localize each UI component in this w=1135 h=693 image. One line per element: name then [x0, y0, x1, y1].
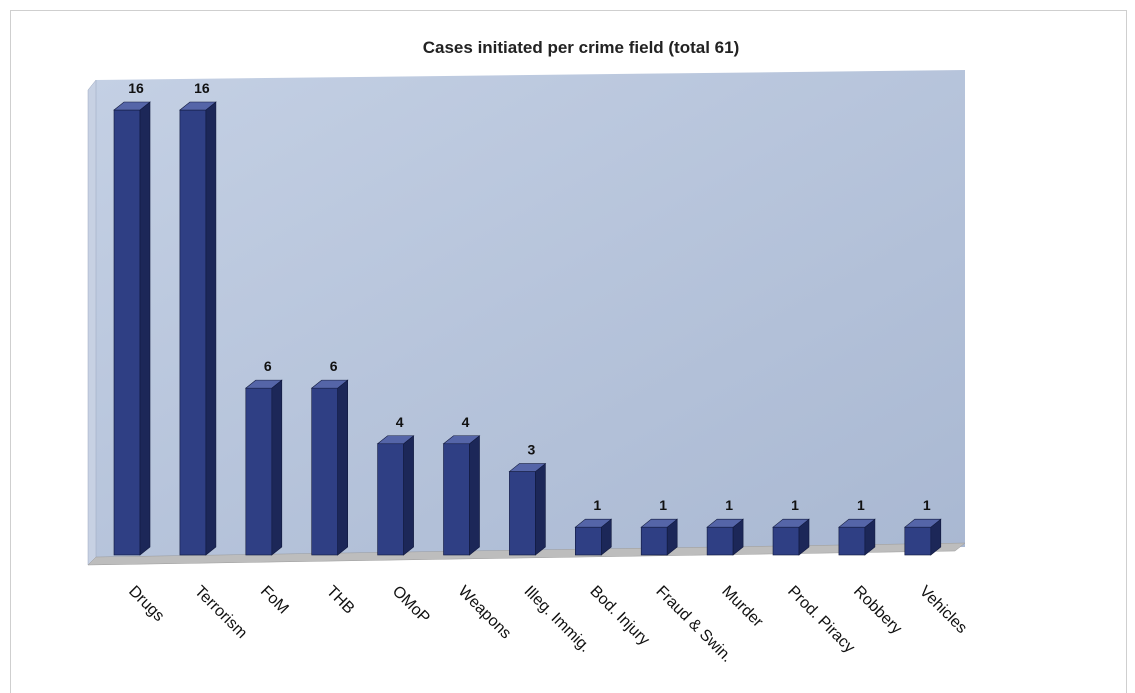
chart-title: Cases initiated per crime field (total 6… — [423, 38, 739, 57]
category-label: Prod. Piracy — [784, 583, 858, 657]
category-label: Bod. Injury — [586, 583, 652, 649]
category-label: Terrorism — [191, 583, 250, 642]
bar-front — [377, 443, 404, 556]
side-wall — [87, 79, 97, 566]
category-label: Drugs — [125, 583, 167, 625]
value-label: 16 — [194, 80, 210, 96]
value-label: 3 — [528, 442, 536, 458]
bars — [113, 101, 942, 556]
bar — [772, 518, 810, 556]
bar-top — [903, 518, 942, 528]
bar-front — [574, 526, 602, 556]
bar — [508, 462, 547, 556]
bar-side — [271, 379, 283, 556]
value-label: 1 — [923, 497, 931, 513]
bar-side — [337, 379, 349, 556]
bar-front — [838, 526, 866, 556]
bar-front — [245, 387, 273, 556]
bar-side — [469, 435, 480, 556]
category-label: Illeg. Immig. — [521, 583, 594, 656]
value-label: 1 — [857, 497, 865, 513]
bar-top — [113, 101, 151, 111]
category-label: OMoP — [389, 583, 433, 627]
bar — [640, 518, 679, 556]
value-label: 6 — [264, 358, 272, 374]
bar — [113, 101, 151, 556]
value-label: 6 — [330, 358, 338, 374]
bar-top — [706, 518, 744, 528]
bar-top — [508, 463, 547, 472]
value-label: 4 — [396, 414, 404, 430]
value-label: 16 — [128, 80, 144, 96]
value-labels: 16 16 6 6 4 4 3 1 1 1 1 1 1 — [128, 80, 931, 513]
bar-front — [706, 526, 734, 556]
bar-front — [772, 526, 800, 556]
bar — [706, 518, 744, 556]
bar-front — [113, 109, 141, 556]
bar — [838, 518, 876, 556]
bar-front — [443, 443, 470, 556]
bar-top — [442, 435, 481, 445]
bar — [376, 435, 415, 556]
category-label: Robbery — [850, 583, 905, 638]
chart-frame — [10, 10, 1127, 693]
category-label: Murder — [718, 583, 766, 631]
bar-top — [640, 518, 679, 528]
bar-top — [244, 379, 283, 389]
value-label: 1 — [791, 497, 799, 513]
bar-side — [403, 435, 414, 556]
bar-top — [574, 518, 613, 528]
bar — [903, 518, 942, 556]
bar-front — [311, 387, 339, 556]
bar-side — [535, 462, 546, 556]
bar-top — [838, 518, 876, 528]
bar — [310, 379, 349, 556]
value-label: 1 — [659, 497, 667, 513]
bar-front — [904, 526, 932, 556]
value-label: 1 — [593, 497, 601, 513]
bar-top — [772, 518, 810, 528]
category-labels: Drugs Terrorism FoM THB OMoP Weapons Illeg. Im… — [125, 583, 970, 666]
bar-top — [179, 101, 217, 111]
bar-front — [640, 526, 668, 556]
bar-top — [376, 435, 415, 445]
bar — [244, 379, 283, 556]
bar-front — [509, 471, 536, 556]
value-label: 4 — [462, 414, 470, 430]
bar — [574, 518, 613, 556]
category-label: Weapons — [455, 583, 515, 643]
value-label: 1 — [725, 497, 733, 513]
bar — [442, 435, 481, 556]
bar-top — [310, 379, 349, 389]
bar-side — [139, 101, 151, 556]
category-label: THB — [323, 583, 358, 618]
category-label: Vehicles — [916, 583, 970, 637]
category-label: FoM — [257, 583, 292, 618]
bar-side — [205, 101, 217, 556]
bar — [179, 101, 217, 556]
bar-front — [179, 109, 207, 556]
